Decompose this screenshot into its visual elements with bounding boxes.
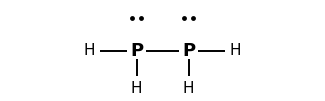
Text: H: H: [183, 81, 194, 96]
Text: P: P: [182, 42, 195, 59]
Text: P: P: [130, 42, 143, 59]
Text: H: H: [230, 43, 241, 58]
Text: H: H: [84, 43, 95, 58]
Text: H: H: [131, 81, 142, 96]
